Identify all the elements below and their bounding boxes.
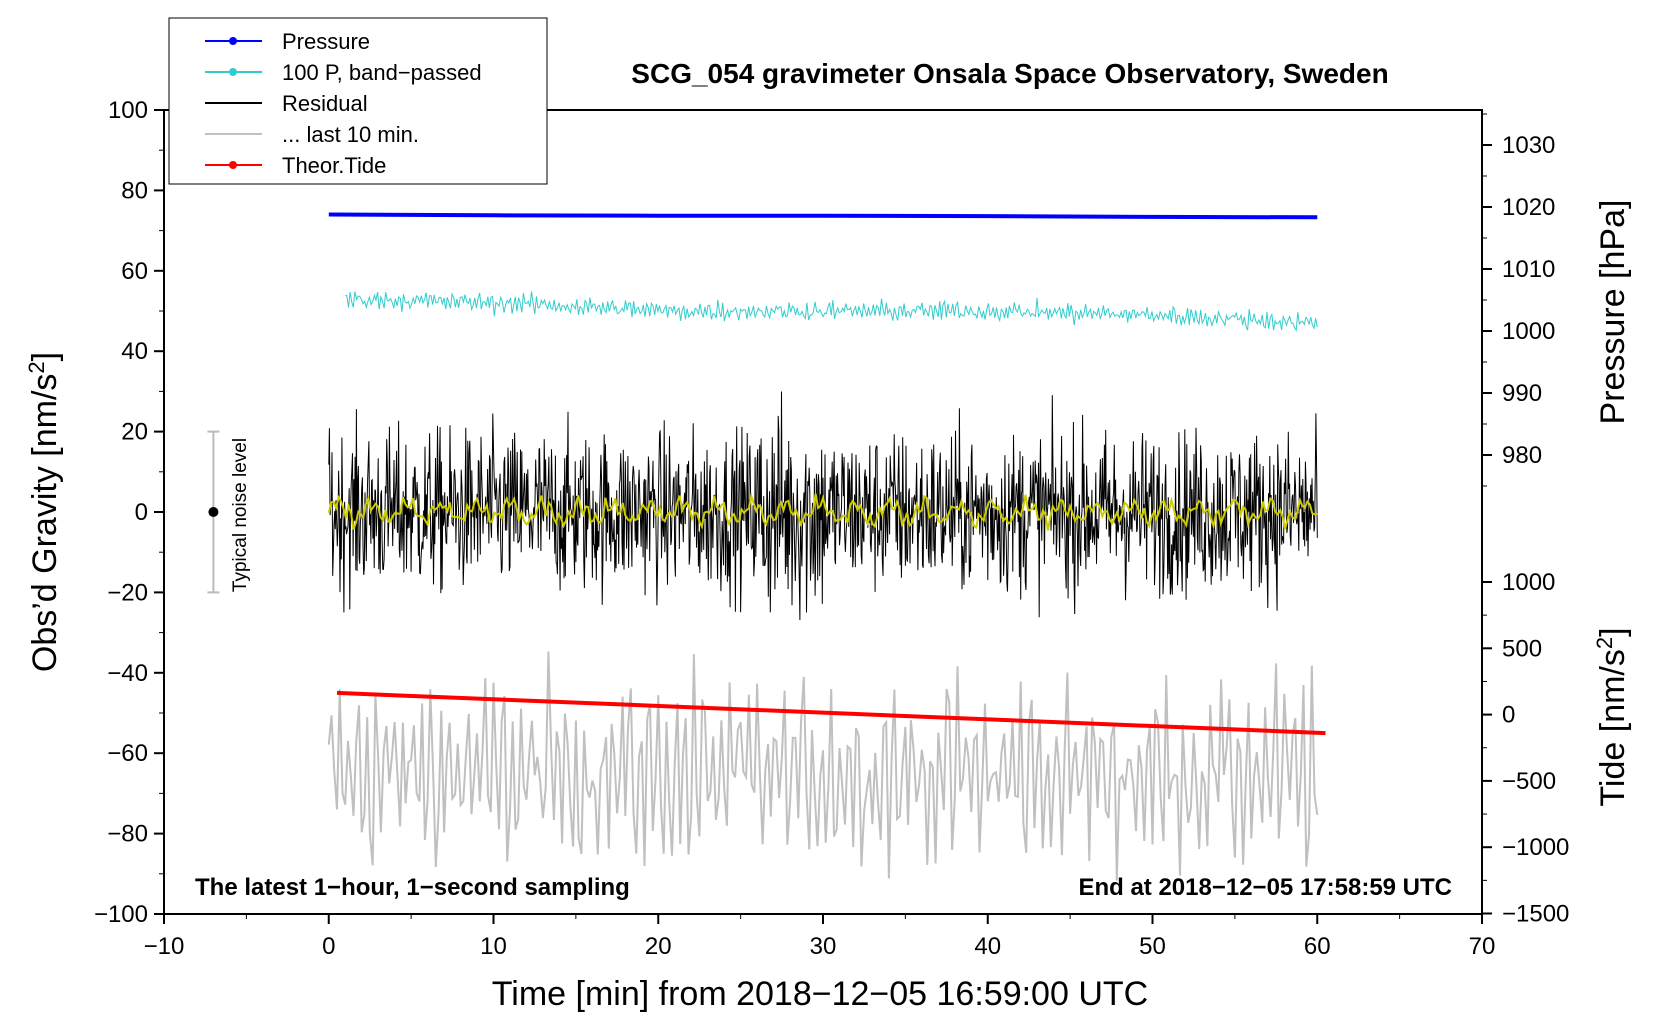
noise-bar-center-dot — [208, 507, 219, 517]
pressure-axis-label: Pressure [hPa] — [1594, 200, 1632, 425]
axis-layer: −10 0 10 20 30 40 50 60 70100806040200−20−40−60−… — [94, 97, 1569, 960]
y-tick-label: 100 — [108, 97, 148, 124]
noise-level-label: Typical noise level — [230, 438, 251, 592]
y-tick-label: 40 — [121, 338, 148, 365]
tide-tick-label: 0 — [1502, 702, 1515, 729]
legend-box — [168, 17, 548, 185]
y-tick-label: −40 — [107, 660, 148, 687]
x-tick-label: 0 — [322, 933, 335, 960]
pressure-tick-label: 1000 — [1502, 318, 1555, 345]
pressure-tick-label: 990 — [1502, 380, 1542, 407]
tide-axis-label-end: ] — [1594, 627, 1632, 636]
x-tick-label: 50 — [1139, 933, 1166, 960]
legend-marker — [229, 68, 237, 76]
tide-axis-label: Tide [nm/s2] — [1592, 627, 1632, 806]
x-tick-label: 20 — [645, 933, 672, 960]
y-axis-label: Obs’d Gravity [nm/s2] — [24, 352, 64, 672]
x-axis-label: Time [min] from 2018−12−05 16:59:00 UTC — [492, 975, 1148, 1013]
tide-tick-label: 500 — [1502, 635, 1542, 662]
legend-items: Pressure 100 P, band−passed Residual ... la… — [205, 29, 482, 178]
y-axis-label-end: ] — [26, 352, 64, 361]
series-smoothed-line — [327, 492, 1318, 531]
tide-tick-label: −1000 — [1502, 834, 1569, 861]
x-tick-label: 60 — [1304, 933, 1331, 960]
tide-tick-label: −500 — [1502, 768, 1556, 795]
series-last-10-min-line — [327, 651, 1319, 881]
noise-level-indicator: Typical noise level — [207, 430, 251, 594]
legend-label: ... last 10 min. — [282, 122, 419, 147]
x-tick-label: −10 — [144, 933, 185, 960]
series-residual-line — [328, 391, 1318, 621]
y-tick-label: 20 — [121, 419, 148, 446]
x-tick-label: 30 — [810, 933, 837, 960]
series-bandpassed-line — [345, 291, 1318, 332]
legend: Pressure 100 P, band−passed Residual ... la… — [168, 17, 548, 185]
tide-axis-label-sup: 2 — [1592, 637, 1617, 649]
y-axis-label-sup: 2 — [24, 361, 49, 373]
series-tide-line — [336, 690, 1326, 736]
pressure-tick-label: 980 — [1502, 442, 1542, 469]
legend-label: Pressure — [282, 29, 370, 54]
y-tick-label: 0 — [135, 499, 148, 526]
legend-marker — [229, 37, 237, 45]
note-left: The latest 1−hour, 1−second sampling — [195, 874, 630, 901]
x-tick-label: 70 — [1469, 933, 1496, 960]
legend-label: Theor.Tide — [282, 153, 386, 178]
legend-label: 100 P, band−passed — [282, 60, 482, 85]
legend-label: Residual — [282, 91, 368, 116]
y-tick-label: −60 — [107, 740, 148, 767]
x-tick-label: 10 — [480, 933, 507, 960]
chart-title: SCG_054 gravimeter Onsala Space Observat… — [631, 58, 1388, 89]
tide-axis-label-main: Tide [nm/s — [1594, 649, 1632, 806]
y-tick-label: −100 — [94, 901, 148, 928]
y-axis-label-main: Obs’d Gravity [nm/s — [26, 374, 64, 673]
tide-tick-label: 1000 — [1502, 569, 1555, 596]
pressure-tick-label: 1030 — [1502, 132, 1555, 159]
y-tick-label: −80 — [107, 821, 148, 848]
y-tick-label: 80 — [121, 177, 148, 204]
series-layer — [327, 212, 1326, 881]
note-right: End at 2018−12−05 17:58:59 UTC — [1078, 874, 1452, 901]
series-pressure-line — [328, 212, 1318, 220]
legend-marker — [229, 161, 237, 169]
x-tick-label: 40 — [974, 933, 1001, 960]
pressure-tick-label: 1010 — [1502, 256, 1555, 283]
y-tick-label: 60 — [121, 258, 148, 285]
y-tick-label: −20 — [107, 579, 148, 606]
tide-tick-label: −1500 — [1502, 901, 1569, 928]
pressure-tick-label: 1020 — [1502, 194, 1555, 221]
